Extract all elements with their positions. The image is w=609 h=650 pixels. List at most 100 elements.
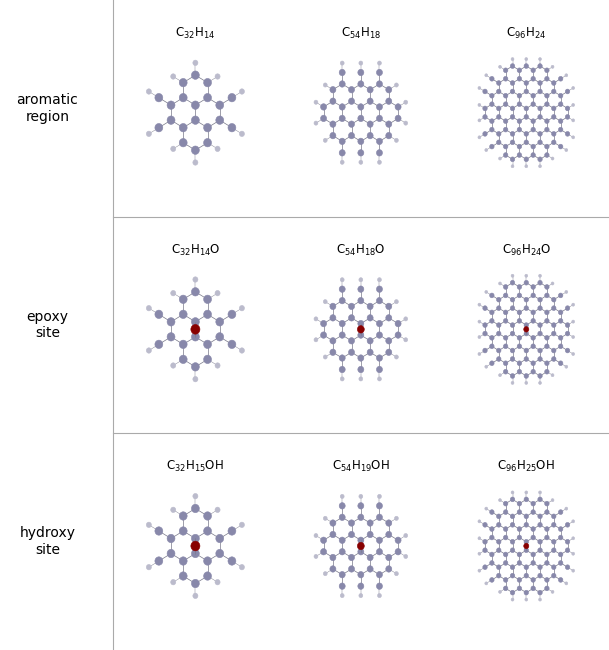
Circle shape [490, 335, 494, 340]
Circle shape [191, 541, 200, 551]
Circle shape [531, 335, 535, 340]
Circle shape [517, 526, 522, 532]
Circle shape [531, 144, 535, 149]
Circle shape [531, 94, 535, 98]
Circle shape [558, 526, 563, 532]
Circle shape [524, 157, 529, 162]
Circle shape [339, 583, 345, 590]
Circle shape [155, 310, 163, 318]
Circle shape [538, 64, 542, 68]
Circle shape [215, 507, 220, 513]
Circle shape [510, 306, 515, 311]
Circle shape [216, 318, 224, 326]
Circle shape [171, 363, 176, 368]
Circle shape [572, 352, 575, 356]
Circle shape [339, 70, 345, 75]
Circle shape [478, 103, 481, 107]
Circle shape [511, 164, 514, 168]
Circle shape [404, 534, 407, 538]
Circle shape [323, 138, 327, 142]
Circle shape [203, 310, 211, 318]
Circle shape [538, 332, 542, 336]
Circle shape [367, 554, 373, 561]
Circle shape [558, 335, 563, 340]
Circle shape [179, 310, 187, 318]
Circle shape [359, 61, 363, 65]
Circle shape [478, 335, 481, 339]
Circle shape [544, 578, 549, 582]
Circle shape [517, 127, 522, 132]
Circle shape [339, 549, 345, 555]
Circle shape [239, 564, 244, 570]
Circle shape [358, 355, 364, 361]
Circle shape [330, 520, 336, 526]
Circle shape [552, 548, 556, 552]
Circle shape [228, 94, 236, 102]
Circle shape [538, 89, 542, 94]
Circle shape [478, 136, 481, 139]
Circle shape [552, 332, 556, 336]
Circle shape [395, 83, 398, 87]
Circle shape [330, 337, 336, 344]
Circle shape [552, 81, 556, 85]
Circle shape [517, 535, 522, 540]
Circle shape [531, 361, 535, 365]
Circle shape [359, 278, 363, 282]
Circle shape [483, 540, 487, 544]
Circle shape [551, 65, 554, 68]
Circle shape [358, 571, 364, 578]
Circle shape [510, 573, 515, 578]
Circle shape [504, 153, 508, 157]
Circle shape [544, 144, 549, 149]
Circle shape [531, 102, 535, 107]
Circle shape [490, 560, 494, 566]
Circle shape [215, 146, 220, 151]
Circle shape [510, 332, 515, 336]
Circle shape [478, 520, 481, 523]
Circle shape [193, 160, 198, 165]
Circle shape [572, 320, 575, 323]
Circle shape [504, 535, 508, 540]
Circle shape [376, 514, 382, 521]
Circle shape [179, 138, 187, 147]
Circle shape [496, 332, 501, 336]
Circle shape [385, 520, 392, 526]
Circle shape [517, 560, 522, 566]
Circle shape [314, 338, 318, 342]
Circle shape [524, 297, 529, 302]
Circle shape [517, 153, 522, 157]
Circle shape [483, 106, 487, 110]
Circle shape [510, 280, 515, 285]
Circle shape [558, 552, 563, 557]
Circle shape [510, 357, 515, 361]
Circle shape [499, 65, 501, 68]
Circle shape [524, 64, 529, 68]
Circle shape [524, 140, 529, 145]
Circle shape [339, 355, 345, 361]
Circle shape [367, 133, 373, 139]
Circle shape [203, 355, 211, 363]
Circle shape [367, 566, 373, 572]
Circle shape [359, 495, 363, 499]
Circle shape [524, 497, 529, 502]
Circle shape [320, 332, 326, 338]
Circle shape [239, 348, 244, 353]
Circle shape [531, 552, 535, 557]
Circle shape [478, 569, 481, 572]
Circle shape [511, 491, 514, 494]
Circle shape [538, 280, 542, 285]
Circle shape [552, 89, 556, 94]
Circle shape [525, 58, 528, 60]
Circle shape [339, 286, 345, 292]
Circle shape [395, 571, 398, 576]
Circle shape [496, 306, 501, 311]
Circle shape [538, 106, 542, 110]
Circle shape [478, 86, 481, 90]
Circle shape [531, 77, 535, 81]
Circle shape [483, 565, 487, 569]
Circle shape [490, 361, 494, 365]
Circle shape [538, 374, 542, 378]
Circle shape [385, 337, 392, 344]
Circle shape [146, 306, 152, 311]
Circle shape [510, 374, 515, 378]
